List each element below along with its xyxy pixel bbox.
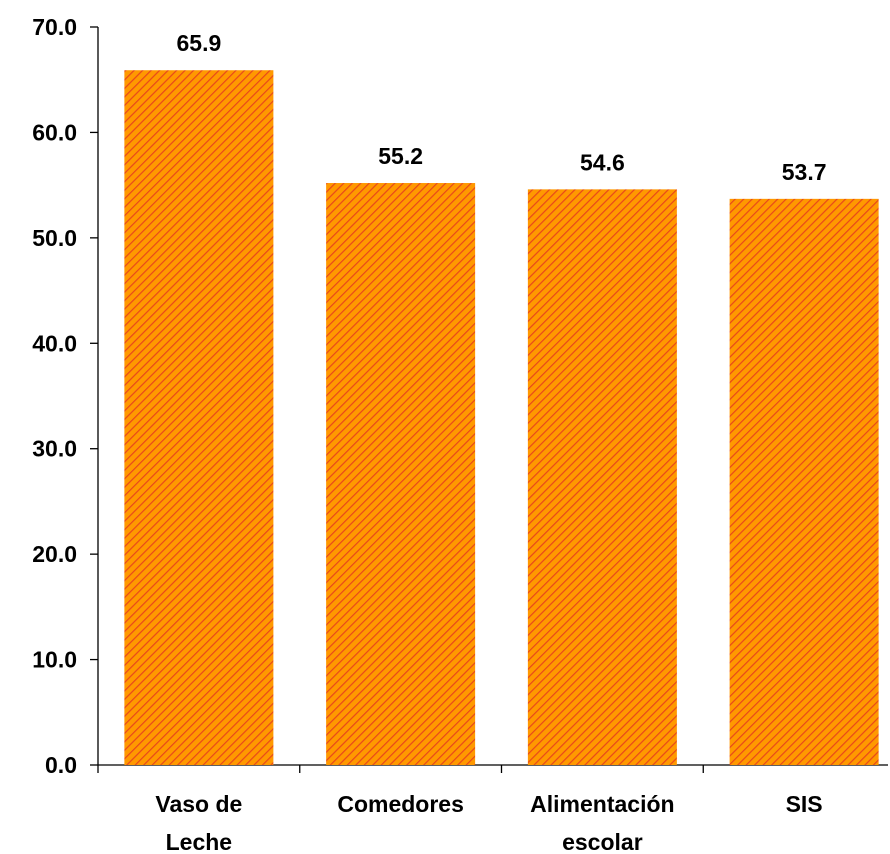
y-tick-label: 60.0 [32,119,77,145]
category-label: Comedores [337,791,464,817]
y-tick-label: 0.0 [45,752,77,778]
bar [729,198,879,765]
category-label: escolar [562,829,643,854]
category-label: SIS [786,791,823,817]
data-label: 54.6 [580,149,625,175]
data-label: 65.9 [176,30,221,56]
y-tick-label: 30.0 [32,436,77,462]
bar [124,70,274,766]
bar [527,189,677,766]
y-tick-label: 50.0 [32,225,77,251]
data-label: 53.7 [782,159,827,185]
category-label: Leche [166,829,232,854]
y-tick-label: 10.0 [32,647,77,673]
y-tick-label: 70.0 [32,14,77,40]
y-tick-label: 40.0 [32,330,77,356]
bars [124,70,879,766]
labels: 0.0 10.0 20.0 30.0 40.0 50.0 60.0 70.0 65.9 Vaso … [32,14,826,854]
category-label: Vaso de [155,791,242,817]
y-tick-label: 20.0 [32,541,77,567]
bar [326,183,476,765]
data-label: 55.2 [378,143,423,169]
category-label: Alimentación [530,791,674,817]
